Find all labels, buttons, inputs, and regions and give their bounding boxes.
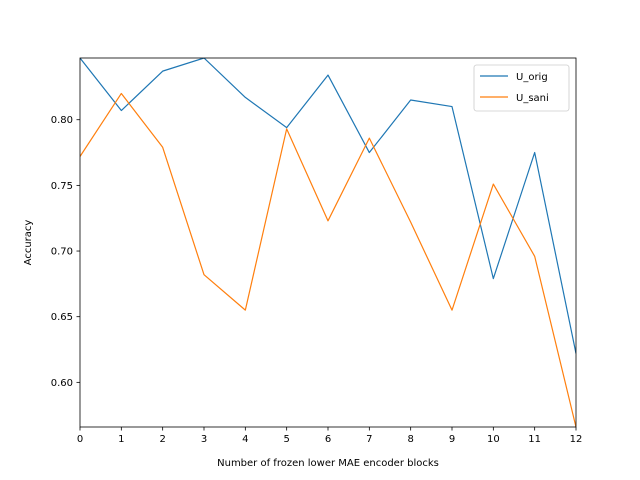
x-tick-label: 1 — [118, 434, 124, 445]
y-axis-label: Accuracy — [23, 220, 34, 266]
x-axis: 0 1 2 3 4 5 6 7 8 9 10 11 12 — [77, 427, 583, 445]
y-tick-label: 0.65 — [51, 312, 73, 323]
x-tick-label: 9 — [449, 434, 455, 445]
legend-label: U_sani — [516, 93, 549, 104]
series-line-u-orig — [80, 58, 576, 354]
y-axis: 0.60 0.65 0.70 0.75 0.80 — [51, 115, 80, 389]
x-tick-label: 10 — [487, 434, 500, 445]
legend: U_orig U_sani — [473, 64, 570, 112]
x-tick-label: 7 — [366, 434, 372, 445]
x-axis-label: Number of frozen lower MAE encoder block… — [217, 458, 439, 469]
x-tick-label: 2 — [159, 434, 165, 445]
x-tick-label: 4 — [242, 434, 248, 445]
legend-label: U_orig — [516, 72, 548, 83]
y-tick-label: 0.60 — [51, 378, 73, 389]
x-tick-label: 11 — [528, 434, 541, 445]
plot-area — [80, 58, 576, 427]
y-tick-label: 0.70 — [51, 247, 73, 258]
series-line-u-sani — [80, 92, 576, 427]
y-tick-label: 0.75 — [51, 181, 73, 192]
x-tick-label: 12 — [570, 434, 583, 445]
x-tick-label: 0 — [77, 434, 83, 445]
plot-frame — [79, 57, 577, 428]
x-tick-label: 3 — [201, 434, 207, 445]
x-tick-label: 8 — [407, 434, 413, 445]
y-tick-label: 0.80 — [51, 115, 73, 126]
x-tick-label: 5 — [283, 434, 289, 445]
x-tick-label: 6 — [325, 434, 331, 445]
